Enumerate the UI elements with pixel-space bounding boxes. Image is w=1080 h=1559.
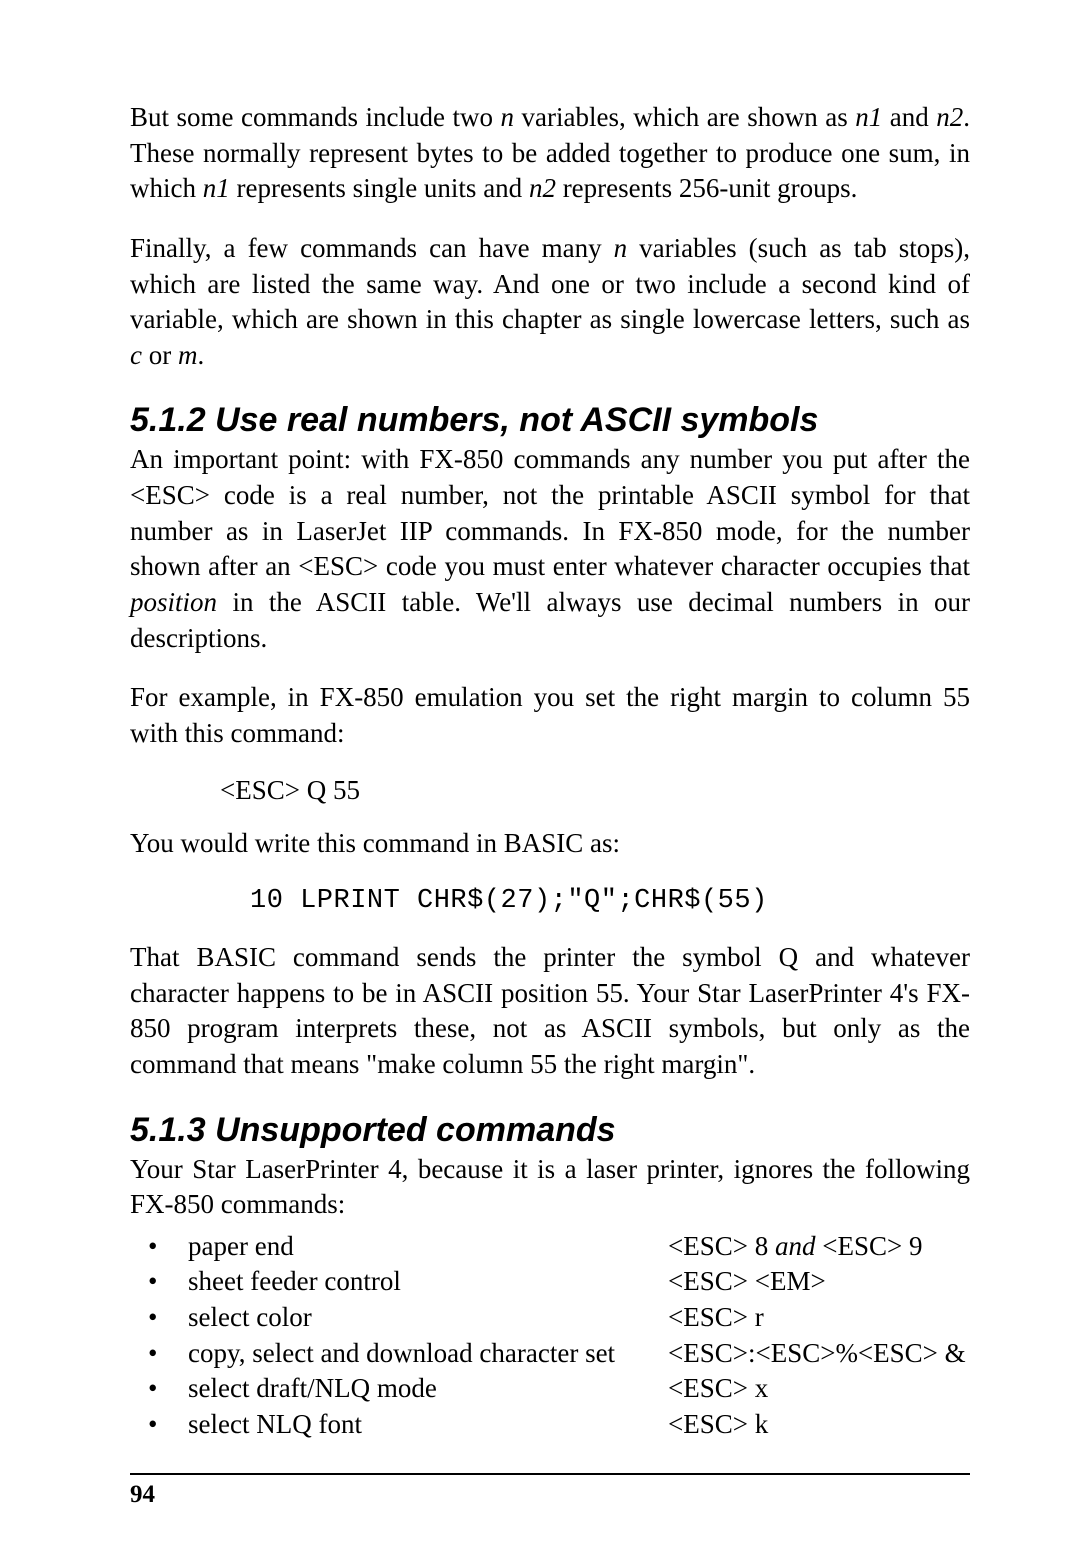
paragraph-2: Finally, a few commands can have many n …	[130, 231, 970, 374]
command-code: <ESC> x	[668, 1371, 970, 1407]
command-code: <ESC> <EM>	[668, 1264, 970, 1300]
command-label: paper end	[188, 1229, 668, 1265]
heading-5-1-2: 5.1.2 Use real numbers, not ASCII symbol…	[130, 401, 970, 440]
paragraph-4: For example, in FX-850 emulation you set…	[130, 680, 970, 751]
text: variables, which are shown as	[514, 102, 855, 132]
paragraph-1: But some commands include two n variable…	[130, 100, 970, 207]
page-number: 94	[130, 1481, 970, 1509]
command-list: • paper end <ESC> 8 and <ESC> 9 • sheet …	[130, 1229, 970, 1443]
text: and	[882, 102, 936, 132]
var-n: n	[614, 233, 628, 263]
command-code: <ESC> k	[668, 1407, 970, 1443]
var-position: position	[130, 587, 217, 617]
paragraph-6: That BASIC command sends the printer the…	[130, 940, 970, 1083]
command-code: <ESC> 8 and <ESC> 9	[668, 1229, 970, 1265]
paragraph-3: An important point: with FX-850 commands…	[130, 442, 970, 656]
command-label: select color	[188, 1300, 668, 1336]
text: But some commands include two	[130, 102, 501, 132]
command-code: <ESC> r	[668, 1300, 970, 1336]
text-italic: and	[775, 1231, 816, 1261]
bullet-icon: •	[130, 1407, 188, 1443]
paragraph-7: Your Star LaserPrinter 4, because it is …	[130, 1152, 970, 1223]
command-label: sheet feeder control	[188, 1264, 668, 1300]
var-n1: n1	[203, 173, 230, 203]
text: An important point: with FX-850 commands…	[130, 444, 970, 581]
text: represents single units and	[230, 173, 529, 203]
text: or	[142, 340, 178, 370]
bullet-icon: •	[130, 1300, 188, 1336]
command-code: <ESC>:<ESC>%<ESC> &	[668, 1336, 970, 1372]
page-content: But some commands include two n variable…	[0, 0, 1080, 1559]
divider	[130, 1473, 970, 1475]
code-example-1: <ESC> Q 55	[220, 775, 970, 806]
command-label: select NLQ font	[188, 1407, 668, 1443]
list-item: • sheet feeder control <ESC> <EM>	[130, 1264, 970, 1300]
list-item: • paper end <ESC> 8 and <ESC> 9	[130, 1229, 970, 1265]
var-n2: n2	[529, 173, 556, 203]
heading-5-1-3: 5.1.3 Unsupported commands	[130, 1111, 970, 1150]
text: in the ASCII table. We'll always use dec…	[130, 587, 970, 653]
text: <ESC> 8	[668, 1231, 775, 1261]
command-label: select draft/NLQ mode	[188, 1371, 668, 1407]
text: represents 256-unit groups.	[556, 173, 857, 203]
bullet-icon: •	[130, 1371, 188, 1407]
text: <ESC> 9	[815, 1231, 922, 1261]
var-c: c	[130, 340, 142, 370]
list-item: • copy, select and download character se…	[130, 1336, 970, 1372]
list-item: • select NLQ font <ESC> k	[130, 1407, 970, 1443]
var-n: n	[501, 102, 515, 132]
code-example-2: 10 LPRINT CHR$(27);"Q";CHR$(55)	[250, 886, 970, 916]
bullet-icon: •	[130, 1264, 188, 1300]
paragraph-5: You would write this command in BASIC as…	[130, 826, 970, 862]
bullet-icon: •	[130, 1336, 188, 1372]
text: .	[197, 340, 204, 370]
text: Finally, a few commands can have many	[130, 233, 614, 263]
bullet-icon: •	[130, 1229, 188, 1265]
var-n1: n1	[855, 102, 882, 132]
var-m: m	[178, 340, 198, 370]
command-label: copy, select and download character set	[188, 1336, 668, 1372]
var-n2: n2	[936, 102, 963, 132]
list-item: • select draft/NLQ mode <ESC> x	[130, 1371, 970, 1407]
list-item: • select color <ESC> r	[130, 1300, 970, 1336]
